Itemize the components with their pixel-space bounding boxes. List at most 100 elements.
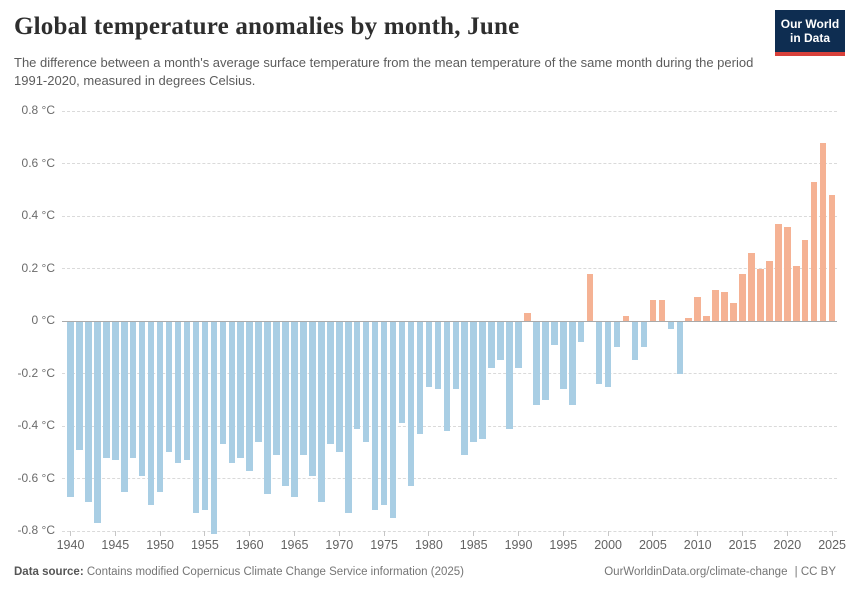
bar-1948[interactable]: [138, 321, 146, 476]
bar-2012[interactable]: [712, 289, 719, 321]
bar-1966[interactable]: [300, 321, 307, 455]
bar-1971[interactable]: [345, 321, 352, 513]
x-tick-mark: [562, 531, 564, 536]
bar-1984[interactable]: [461, 321, 468, 455]
bar-1943[interactable]: [94, 321, 101, 524]
bar-1947[interactable]: [129, 321, 137, 458]
bar-1987[interactable]: [488, 321, 495, 369]
x-tick-label: 1940: [56, 538, 85, 552]
x-tick-mark: [294, 531, 295, 536]
bar-1977[interactable]: [398, 321, 406, 424]
bar-2004[interactable]: [640, 321, 648, 348]
bar-1951[interactable]: [165, 321, 173, 453]
bar-1957[interactable]: [219, 321, 227, 445]
bar-2022[interactable]: [801, 239, 809, 321]
bar-1986[interactable]: [479, 321, 486, 440]
bar-1945[interactable]: [112, 321, 119, 461]
bar-2019[interactable]: [775, 223, 782, 321]
bar-2003[interactable]: [631, 321, 639, 361]
bar-2015[interactable]: [739, 273, 746, 321]
bar-1970[interactable]: [336, 321, 343, 453]
bar-2016[interactable]: [748, 252, 755, 321]
bar-1961[interactable]: [255, 321, 262, 442]
bar-2000[interactable]: [604, 321, 612, 387]
bar-2001[interactable]: [613, 321, 621, 348]
bar-1972[interactable]: [353, 321, 361, 429]
bar-2021[interactable]: [793, 265, 800, 321]
bar-1981[interactable]: [434, 321, 442, 390]
bar-1962[interactable]: [264, 321, 271, 495]
data-source-text: Contains modified Copernicus Climate Cha…: [86, 566, 465, 578]
bar-1960[interactable]: [246, 321, 253, 471]
bar-1955[interactable]: [201, 321, 209, 510]
bar-2020[interactable]: [784, 226, 791, 321]
bar-1982[interactable]: [443, 321, 451, 432]
bar-1998[interactable]: [586, 273, 594, 321]
bar-1974[interactable]: [371, 321, 379, 510]
bar-1958[interactable]: [228, 321, 236, 463]
bar-1965[interactable]: [291, 321, 298, 497]
bar-1992[interactable]: [533, 321, 540, 405]
x-tick-label: 1970: [325, 538, 354, 552]
bar-1963[interactable]: [273, 321, 280, 455]
x-tick-mark: [70, 531, 71, 536]
bar-1973[interactable]: [362, 321, 370, 442]
bar-1976[interactable]: [389, 321, 397, 518]
bar-2010[interactable]: [694, 297, 701, 321]
bar-1952[interactable]: [174, 321, 182, 463]
bar-1979[interactable]: [416, 321, 424, 434]
bar-1985[interactable]: [470, 321, 477, 442]
bar-1944[interactable]: [103, 321, 110, 458]
bar-1983[interactable]: [452, 321, 460, 390]
data-source-label: Data source:: [14, 566, 84, 578]
bar-1950[interactable]: [156, 321, 164, 492]
bar-1968[interactable]: [318, 321, 325, 503]
data-source-note: Data source: Contains modified Copernicu…: [14, 566, 464, 578]
bar-1980[interactable]: [425, 321, 433, 387]
bar-1949[interactable]: [147, 321, 155, 505]
bar-2013[interactable]: [721, 292, 728, 321]
bar-2014[interactable]: [730, 302, 737, 321]
x-tick-mark: [697, 531, 699, 536]
bar-1996[interactable]: [569, 321, 576, 405]
bar-1990[interactable]: [515, 321, 522, 369]
bar-2009[interactable]: [685, 318, 692, 321]
bar-2006[interactable]: [658, 300, 666, 321]
bar-1989[interactable]: [506, 321, 513, 429]
bar-1953[interactable]: [183, 321, 191, 461]
y-tick-label: 0.4 °C: [21, 208, 55, 222]
bar-2002[interactable]: [622, 315, 630, 321]
bar-1959[interactable]: [237, 321, 244, 458]
bar-2007[interactable]: [667, 321, 675, 329]
bar-1964[interactable]: [282, 321, 289, 487]
bar-1946[interactable]: [121, 321, 128, 492]
bar-1994[interactable]: [551, 321, 558, 345]
bar-2017[interactable]: [757, 268, 764, 321]
bar-2025[interactable]: [828, 195, 836, 321]
owid-link[interactable]: OurWorldinData.org/climate-change: [604, 566, 788, 578]
bar-1967[interactable]: [309, 321, 316, 476]
bar-1991[interactable]: [524, 313, 531, 321]
bar-1942[interactable]: [85, 321, 92, 503]
bar-1975[interactable]: [380, 321, 388, 505]
bar-2011[interactable]: [703, 315, 710, 321]
bar-2024[interactable]: [819, 142, 827, 321]
bar-1995[interactable]: [560, 321, 567, 390]
bar-1999[interactable]: [595, 321, 603, 384]
bar-1988[interactable]: [497, 321, 504, 361]
bar-1997[interactable]: [577, 321, 585, 342]
y-gridline: [62, 478, 837, 479]
bar-2005[interactable]: [649, 300, 657, 321]
x-tick-label: 2025: [818, 538, 846, 552]
bar-1969[interactable]: [327, 321, 334, 445]
bar-1941[interactable]: [76, 321, 83, 450]
bar-2023[interactable]: [810, 181, 818, 321]
bar-1956[interactable]: [210, 321, 218, 534]
bar-2018[interactable]: [766, 260, 773, 321]
bar-2008[interactable]: [676, 321, 684, 374]
bar-1993[interactable]: [542, 321, 549, 400]
bar-1940[interactable]: [67, 321, 74, 497]
x-tick-mark: [204, 531, 206, 536]
bar-1954[interactable]: [192, 321, 200, 513]
bar-1978[interactable]: [407, 321, 415, 487]
